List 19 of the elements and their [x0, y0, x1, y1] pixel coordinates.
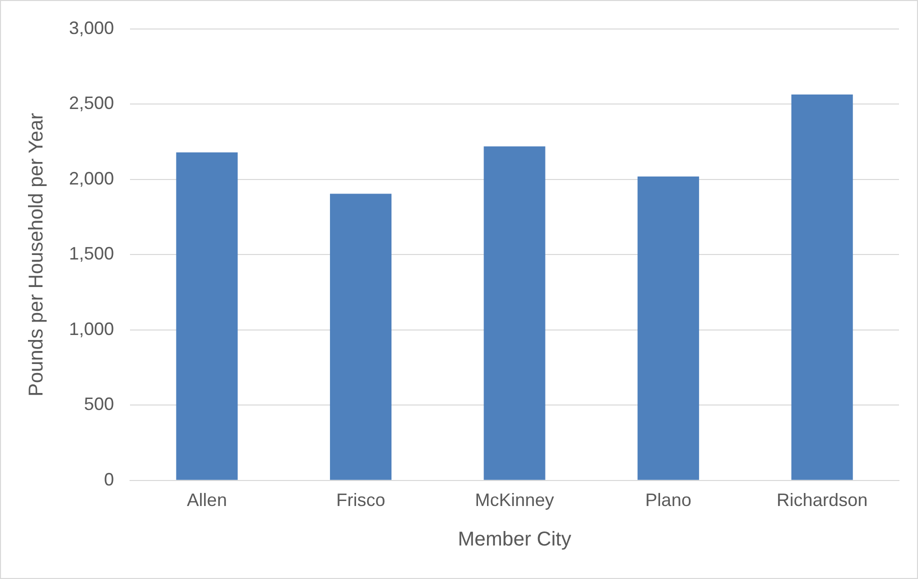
x-axis-title: Member City — [458, 528, 572, 551]
bar — [484, 146, 546, 480]
x-tick-label: Frisco — [336, 490, 386, 510]
y-tick-label: 2,500 — [68, 93, 114, 114]
bar — [791, 94, 853, 480]
y-tick-label: 500 — [84, 394, 114, 414]
x-tick-label: Plano — [645, 490, 692, 510]
bar — [176, 152, 238, 480]
y-tick-label: 3,000 — [68, 18, 114, 38]
y-tick-label: 1,000 — [68, 318, 114, 339]
x-tick-label: McKinney — [475, 490, 554, 510]
x-tick-label: Richardson — [776, 490, 868, 510]
bar — [638, 176, 700, 480]
y-tick-label: 0 — [104, 469, 114, 490]
y-tick-label: 1,500 — [68, 244, 114, 264]
y-tick-label: 2,000 — [68, 168, 114, 188]
y-axis-title: Pounds per Household per Year — [26, 112, 48, 396]
bar — [330, 194, 392, 480]
x-tick-label: Allen — [186, 490, 227, 510]
